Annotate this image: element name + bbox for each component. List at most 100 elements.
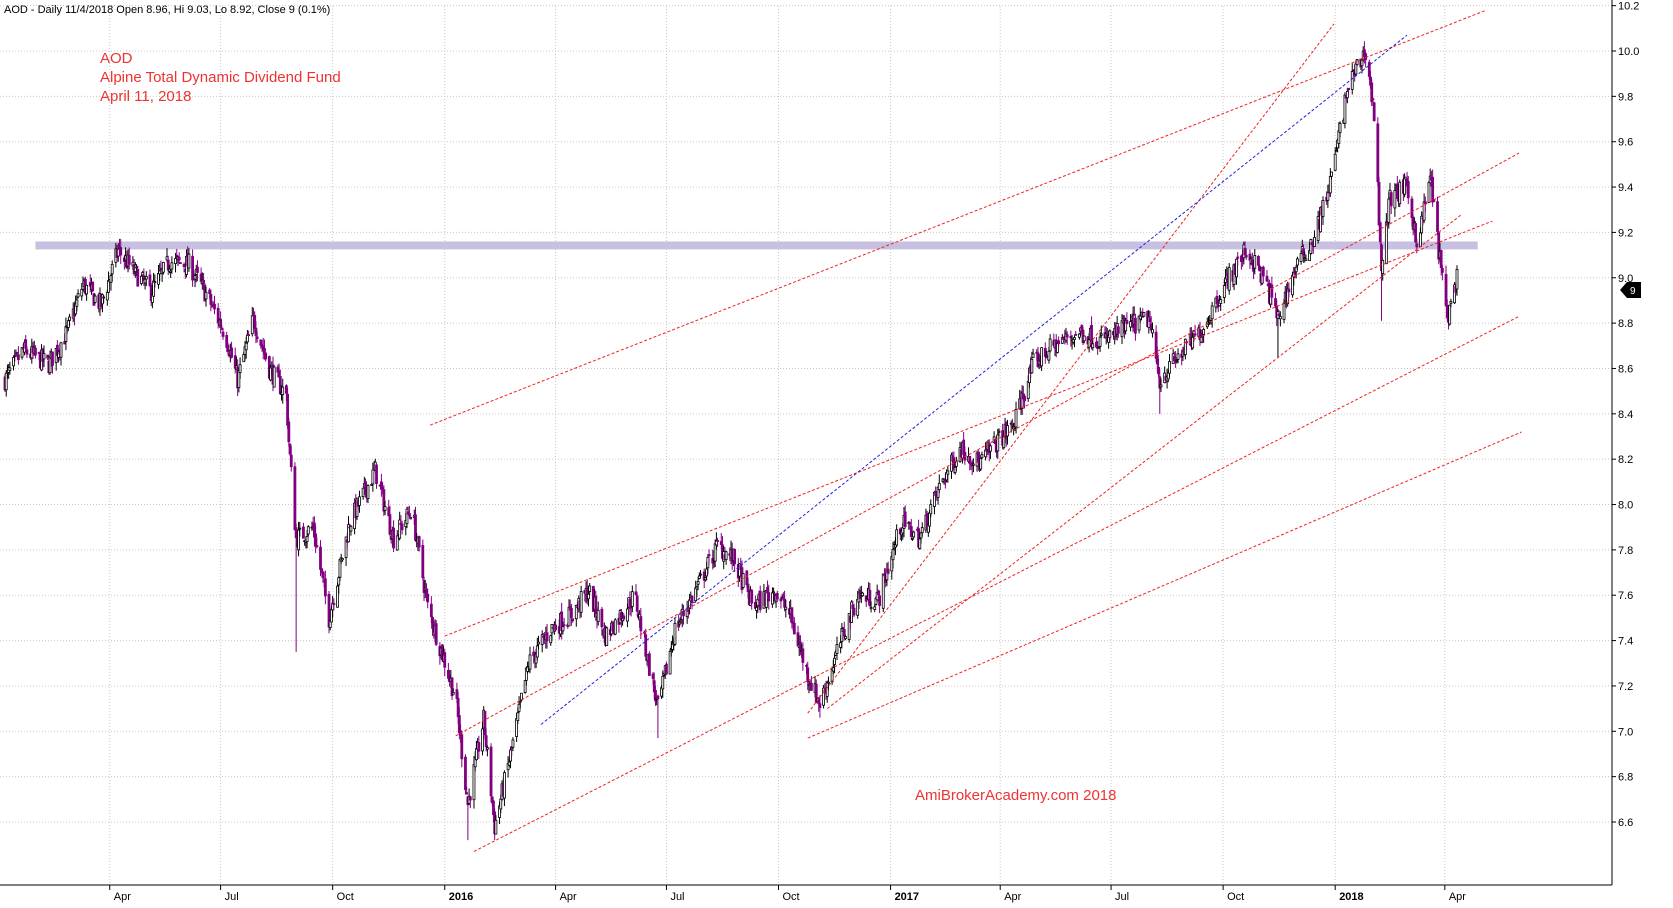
candle-body (421, 545, 425, 579)
candle-body (1148, 317, 1152, 323)
candle-body (450, 677, 454, 697)
candle-body (825, 681, 829, 697)
candle-body (209, 293, 213, 305)
candle-body (1175, 359, 1179, 362)
candle-body (1098, 336, 1102, 347)
candle-body (408, 513, 411, 516)
candle-body (1006, 425, 1009, 437)
candle-body (371, 469, 375, 485)
candle-body (278, 375, 282, 395)
y-tick-label: 7.0 (1618, 726, 1633, 738)
candle-body (520, 692, 523, 701)
candle-body (713, 543, 717, 562)
candle-body (456, 697, 460, 718)
candle-body (587, 593, 590, 600)
candle-body (1299, 252, 1303, 262)
candle-body (1406, 180, 1410, 199)
candle-body (790, 607, 794, 624)
candle-body (605, 627, 609, 646)
candle-body (179, 262, 182, 265)
candle-body (1386, 222, 1389, 226)
red-trendline (826, 213, 1463, 710)
candle-body (1074, 333, 1078, 336)
candle-body (571, 618, 575, 622)
candle-body (767, 592, 771, 602)
candle-body (746, 583, 750, 592)
candle-body (370, 483, 374, 486)
candle-body (1142, 312, 1146, 317)
candle-body (549, 635, 553, 644)
candle-body (375, 464, 378, 484)
candle-body (954, 461, 958, 467)
candle-body (1043, 347, 1047, 357)
candle-body (1313, 237, 1316, 247)
candle-body (908, 522, 912, 525)
candle-body (323, 578, 327, 597)
y-tick-label: 9.4 (1618, 182, 1633, 194)
candle-body (59, 342, 63, 358)
candle-body (868, 589, 872, 607)
candle-body (182, 263, 186, 267)
candle-body (400, 523, 404, 531)
red-trendline (807, 431, 1522, 739)
candle-body (694, 587, 698, 602)
candle-body (537, 641, 540, 645)
candle-body (338, 559, 342, 578)
candle-body (833, 657, 836, 665)
candle-body (314, 533, 318, 547)
resistance-zone (35, 241, 1478, 250)
candle-body (554, 624, 557, 631)
candle-body (929, 504, 933, 515)
candle-body (1427, 182, 1431, 203)
candle-body (460, 734, 464, 760)
candle-body (315, 545, 319, 548)
candle-body (91, 281, 95, 292)
candle-body (196, 266, 199, 273)
candle-body (523, 680, 527, 694)
y-tick-label: 9.2 (1618, 227, 1633, 239)
candle-body (1333, 153, 1337, 171)
candle-body (719, 541, 723, 545)
candle-body (1235, 258, 1238, 278)
candle-body (784, 606, 788, 610)
blue-trendline (540, 34, 1408, 725)
candle-body (483, 711, 487, 736)
candle-body (839, 642, 843, 648)
candle-body (289, 454, 293, 468)
candle-body (319, 546, 322, 570)
red-trendline (473, 315, 1520, 852)
candle-body (1243, 247, 1247, 256)
candle-body (1431, 176, 1435, 203)
candle-body (805, 664, 808, 667)
candle-body (80, 288, 84, 297)
candle-body (1355, 59, 1359, 66)
candle-body (457, 715, 461, 734)
candle-body (1073, 337, 1076, 340)
x-tick-label: Apr (1004, 891, 1021, 903)
candle-body (1455, 269, 1459, 290)
candle-body (1294, 266, 1298, 273)
candle-body (912, 531, 916, 538)
candle-body (425, 589, 428, 595)
candle-body (1287, 288, 1291, 293)
candle-body (42, 353, 46, 360)
candle-body (1274, 298, 1277, 307)
candle-layer (3, 41, 1459, 841)
candle-body (1377, 182, 1381, 226)
y-tick-label: 9.0 (1618, 273, 1633, 285)
candle-body (66, 320, 70, 328)
candle-body (1395, 183, 1399, 200)
candle-body (293, 466, 297, 531)
candle-body (1002, 435, 1006, 449)
candle-body (13, 355, 17, 357)
candle-body (409, 516, 413, 520)
candle-body (284, 385, 288, 394)
candle-body (210, 304, 214, 307)
candle-body (1330, 171, 1333, 177)
candle-body (654, 689, 657, 702)
candle-body (204, 291, 208, 300)
candle-body (255, 336, 259, 339)
candle-body (269, 366, 272, 381)
candle-body (596, 609, 600, 622)
